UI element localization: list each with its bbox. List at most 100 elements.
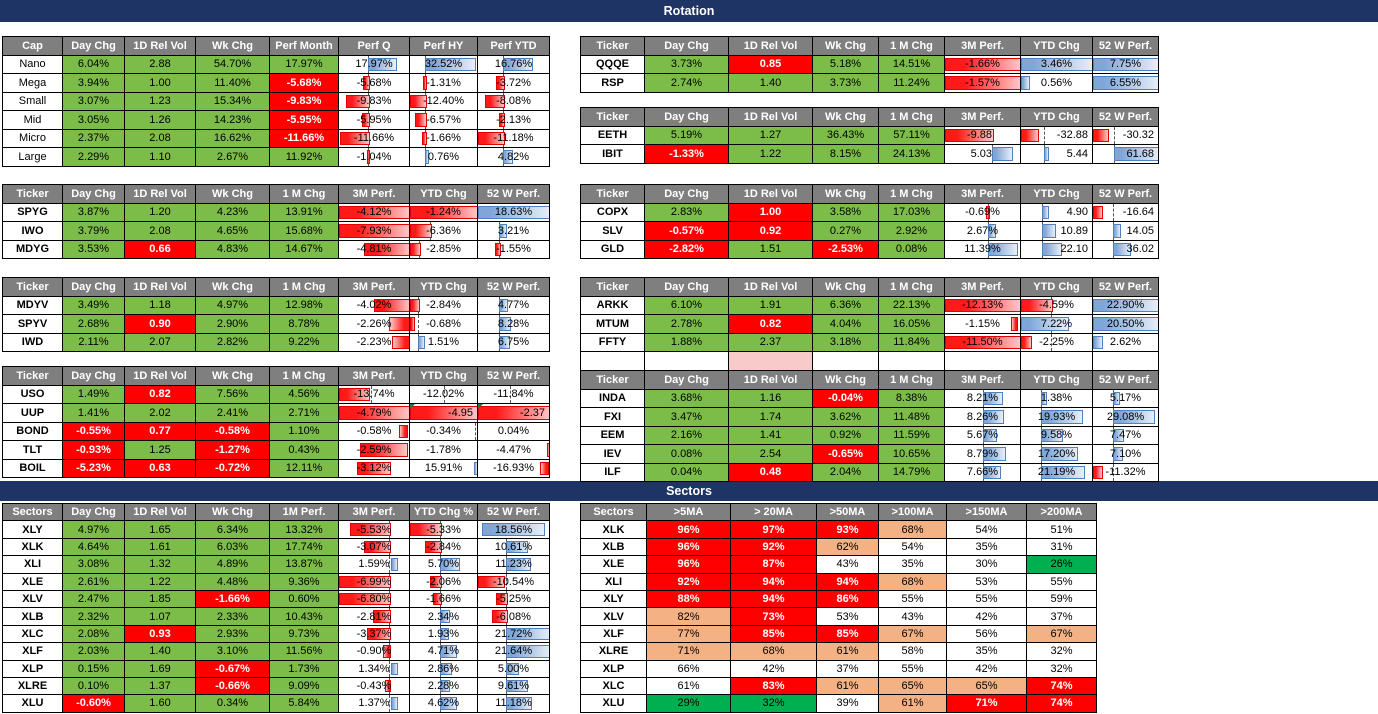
international-table-cell-FXI-3M Perf.[interactable]: 8.26% [945,408,1021,427]
sectors-ma-table-rowlabel-XLC[interactable]: XLC [581,677,647,696]
sectors-perf-table-cell-XLF-YTD Chg %[interactable]: 4.71% [410,643,478,661]
sectors-ma-table-cell-XLK-> 20MA[interactable]: 97% [731,521,817,539]
cap-table-rowlabel-Large[interactable]: Large [3,148,63,167]
momentum-table-cell-MTUM-YTD Chg[interactable]: 7.22% [1021,315,1093,334]
international-table-cell-INDA-1D Rel Vol[interactable]: 1.16 [729,389,813,408]
value-table-cell-MDYV-Wk Chg[interactable]: 4.97% [196,296,270,315]
sectors-perf-table-cell-XLE-3M Perf.[interactable]: -6.99% [339,573,410,591]
metals-table-cell-SLV-1 M Chg[interactable]: 2.92% [879,222,945,241]
momentum-table-cell-FFTY-1 M Chg[interactable]: 11.84% [879,333,945,352]
growth-table-cell-SPYG-Day Chg[interactable]: 3.87% [63,203,125,222]
sectors-perf-table-cell-XLB-YTD Chg %[interactable]: 2.34% [410,608,478,626]
sectors-ma-table-cell-XLRE->50MA[interactable]: 61% [817,643,879,661]
sectors-ma-table-cell-XLF->150MA[interactable]: 56% [947,625,1027,644]
sectors-ma-table-cell-XLK->200MA[interactable]: 51% [1027,521,1097,539]
momentum-table-cell-MTUM-Wk Chg[interactable]: 4.04% [813,315,879,334]
international-table-cell-IEV-1 M Chg[interactable]: 10.65% [879,445,945,464]
momentum-table-header-0[interactable]: Ticker [581,278,645,297]
momentum-table-cell-FFTY-Day Chg[interactable]: 1.88% [645,333,729,352]
metals-table-header-7[interactable]: 52 W Perf. [1093,185,1159,204]
value-table-cell-IWD-YTD Chg[interactable]: 1.51% [410,333,478,352]
macro-table-cell-BOND-52 W Perf.[interactable]: 0.04% [478,422,550,441]
sectors-perf-table-rowlabel-XLB[interactable]: XLB [3,608,63,626]
crypto-table-cell-IBIT-YTD Chg[interactable]: 5.44 [1021,145,1093,164]
sectors-ma-table-cell-XLP->150MA[interactable]: 42% [947,660,1027,678]
international-table-cell-FXI-Day Chg[interactable]: 3.47% [645,408,729,427]
value-table-header-2[interactable]: 1D Rel Vol [125,278,196,297]
sectors-perf-table-cell-XLC-1D Rel Vol[interactable]: 0.93 [125,625,196,644]
macro-table-cell-TLT-Wk Chg[interactable]: -1.27% [196,441,270,460]
sectors-perf-table-cell-XLRE-3M Perf.[interactable]: -0.43% [339,677,410,696]
momentum-table-cell-FFTY-52 W Perf.[interactable]: 2.62% [1093,333,1159,352]
international-table-cell-EEM-1 M Chg[interactable]: 11.59% [879,426,945,445]
metals-table-header-5[interactable]: 3M Perf. [945,185,1021,204]
crypto-table-header-3[interactable]: Wk Chg [813,108,879,127]
growth-table-header-0[interactable]: Ticker [3,185,63,204]
growth-table-cell-IWO-Wk Chg[interactable]: 4.65% [196,222,270,241]
value-table-header-5[interactable]: 3M Perf. [339,278,410,297]
sectors-perf-table-cell-XLU-1M Perf.[interactable]: 5.84% [270,695,339,713]
sectors-ma-table-cell-XLC->100MA[interactable]: 65% [879,677,947,696]
sectors-ma-table-header-2[interactable]: > 20MA [731,504,817,522]
sectors-perf-table-cell-XLE-YTD Chg %[interactable]: -2.06% [410,573,478,591]
momentum-table-cell-3-1D Rel Vol[interactable] [729,352,813,371]
cap-table-cell-Large-Perf HY[interactable]: 0.76% [410,148,478,167]
sectors-perf-table-cell-XLRE-1D Rel Vol[interactable]: 1.37 [125,677,196,696]
macro-table-cell-BOND-Day Chg[interactable]: -0.55% [63,422,125,441]
sectors-ma-table-cell-XLB->50MA[interactable]: 62% [817,538,879,557]
sectors-perf-table-cell-XLU-Wk Chg[interactable]: 0.34% [196,695,270,713]
international-table-cell-IEV-1D Rel Vol[interactable]: 2.54 [729,445,813,464]
crypto-table-cell-IBIT-3M Perf.[interactable]: 5.03 [945,145,1021,164]
cap-table-cell-Micro-Wk Chg[interactable]: 16.62% [196,129,270,148]
sectors-ma-table-cell-XLY-> 20MA[interactable]: 94% [731,590,817,609]
cap-table-cell-Micro-Perf YTD[interactable]: -11.18% [478,129,550,148]
international-table-cell-INDA-YTD Chg[interactable]: 1.38% [1021,389,1093,408]
international-table-header-0[interactable]: Ticker [581,371,645,390]
international-table-cell-EEM-YTD Chg[interactable]: 9.58% [1021,426,1093,445]
sectors-perf-table-cell-XLE-1D Rel Vol[interactable]: 1.22 [125,573,196,591]
sectors-perf-table-cell-XLV-1D Rel Vol[interactable]: 1.85 [125,590,196,609]
sectors-ma-table-cell-XLY->200MA[interactable]: 59% [1027,590,1097,609]
cap-table-cell-Mid-1D Rel Vol[interactable]: 1.26 [125,111,196,130]
sectors-ma-table-cell-XLI->150MA[interactable]: 53% [947,573,1027,591]
sectors-ma-table-cell-XLB->100MA[interactable]: 54% [879,538,947,557]
momentum-table-cell-MTUM-52 W Perf.[interactable]: 20.50% [1093,315,1159,334]
sectors-perf-table-cell-XLV-Day Chg[interactable]: 2.47% [63,590,125,609]
macro-table-cell-BOIL-1 M Chg[interactable]: 12.11% [270,459,339,478]
value-table-cell-SPYV-1D Rel Vol[interactable]: 0.90 [125,315,196,334]
momentum-table-cell-3-1 M Chg[interactable] [879,352,945,371]
sectors-perf-table-cell-XLY-1M Perf.[interactable]: 13.32% [270,521,339,539]
metals-table-cell-COPX-3M Perf.[interactable]: -0.69% [945,203,1021,222]
cap-table-cell-Mid-Perf Q[interactable]: -5.95% [339,111,410,130]
international-table-header-6[interactable]: YTD Chg [1021,371,1093,390]
macro-table-cell-BOIL-Wk Chg[interactable]: -0.72% [196,459,270,478]
sectors-ma-table-cell-XLB->200MA[interactable]: 31% [1027,538,1097,557]
sectors-ma-table-cell-XLF->50MA[interactable]: 85% [817,625,879,644]
equal-weight-table-header-4[interactable]: 1 M Chg [879,37,945,56]
sectors-perf-table-cell-XLI-3M Perf.[interactable]: 1.59% [339,556,410,574]
cap-table-cell-Micro-1D Rel Vol[interactable]: 2.08 [125,129,196,148]
value-table-cell-MDYV-52 W Perf.[interactable]: 4.77% [478,296,550,315]
momentum-table-cell-FFTY-Wk Chg[interactable]: 3.18% [813,333,879,352]
cap-table-cell-Small-Perf YTD[interactable]: -8.08% [478,92,550,111]
growth-table-header-3[interactable]: Wk Chg [196,185,270,204]
sectors-ma-table-header-1[interactable]: >5MA [647,504,731,522]
sectors-perf-table-cell-XLI-52 W Perf.[interactable]: 11.23% [478,556,550,574]
crypto-table-cell-EETH-YTD Chg[interactable]: -32.88 [1021,126,1093,145]
equal-weight-table-cell-QQQE-3M Perf.[interactable]: -1.66% [945,55,1021,74]
sectors-perf-table-header-2[interactable]: 1D Rel Vol [125,504,196,522]
metals-table-header-2[interactable]: 1D Rel Vol [729,185,813,204]
international-table-cell-ILF-52 W Perf.[interactable]: -11.32% [1093,463,1159,482]
sectors-perf-table-cell-XLU-YTD Chg %[interactable]: 4.62% [410,695,478,713]
sectors-perf-table-cell-XLP-Wk Chg[interactable]: -0.67% [196,660,270,678]
macro-table-header-7[interactable]: 52 W Perf. [478,367,550,386]
crypto-table-header-5[interactable]: 3M Perf. [945,108,1021,127]
crypto-table-cell-EETH-1D Rel Vol[interactable]: 1.27 [729,126,813,145]
international-table-cell-IEV-Day Chg[interactable]: 0.08% [645,445,729,464]
metals-table-rowlabel-GLD[interactable]: GLD [581,240,645,259]
international-table-rowlabel-INDA[interactable]: INDA [581,389,645,408]
sectors-perf-table-cell-XLE-Day Chg[interactable]: 2.61% [63,573,125,591]
sectors-ma-table-rowlabel-XLF[interactable]: XLF [581,625,647,644]
macro-table-header-6[interactable]: YTD Chg [410,367,478,386]
growth-table-cell-IWO-YTD Chg[interactable]: -6.36% [410,222,478,241]
